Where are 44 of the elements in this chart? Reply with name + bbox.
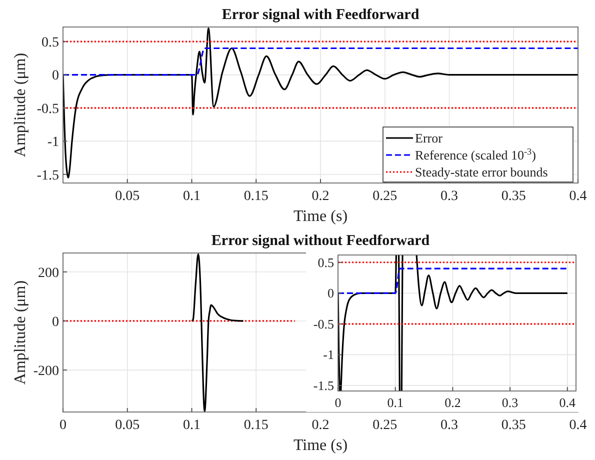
x-tick-label: 0.2 xyxy=(312,189,330,204)
y-tick-label: 0.5 xyxy=(42,36,59,51)
x-axis-title: Time (s) xyxy=(293,208,348,225)
y-tick-label: 200 xyxy=(38,266,59,281)
y-tick-label: 0 xyxy=(328,286,334,301)
x-tick-label: 0.3 xyxy=(502,395,518,410)
x-tick-label: 0.05 xyxy=(115,189,140,204)
x-tick-label: 0.1 xyxy=(183,189,200,204)
x-tick-label: 0.35 xyxy=(501,189,526,204)
legend-label: Error xyxy=(415,130,444,146)
chart-title: Error signal without Feedforward xyxy=(211,233,430,249)
x-tick-label: 0.3 xyxy=(440,418,458,433)
x-tick-label: 0.1 xyxy=(183,418,200,433)
x-tick-label: 0.35 xyxy=(501,418,526,433)
x-tick-label: 0.4 xyxy=(569,189,587,204)
x-tick-label: 0.2 xyxy=(312,418,330,433)
y-tick-label: 0 xyxy=(52,314,59,330)
x-tick-label: 0.4 xyxy=(569,418,587,433)
x-tick-label: 0.05 xyxy=(115,418,140,433)
chart-title: Error signal with Feedforward xyxy=(222,7,420,23)
x-tick-label: 0.2 xyxy=(444,395,461,410)
y-axis-title: Amplitude (μm) xyxy=(12,52,29,158)
x-tick-label: 0.25 xyxy=(372,418,398,433)
y-tick-label: -0.5 xyxy=(313,316,334,332)
y-tick-label: -1.5 xyxy=(313,378,334,394)
line-series xyxy=(63,28,578,178)
y-tick-label: 0 xyxy=(52,68,59,84)
x-tick-label: 0.15 xyxy=(244,189,268,204)
x-tick-label: 0.1 xyxy=(387,395,404,410)
y-tick-label: -1 xyxy=(47,135,59,150)
y-tick-label: -1 xyxy=(323,347,334,362)
y-tick-label: 0.5 xyxy=(318,254,334,270)
legend-label: Steady-state error bounds xyxy=(415,164,548,180)
y-tick-label: -0.5 xyxy=(36,102,59,117)
x-tick-label: 0.25 xyxy=(372,189,398,204)
y-axis-title: Amplitude (μm) xyxy=(12,280,29,385)
y-tick-label: -1.5 xyxy=(36,168,59,184)
line-series xyxy=(190,253,244,412)
x-tick-label: 0.3 xyxy=(440,189,458,204)
x-axis-title: Time (s) xyxy=(293,437,348,454)
x-tick-label: 0.15 xyxy=(244,418,268,433)
x-tick-label: 0.4 xyxy=(559,395,576,410)
y-tick-label: -200 xyxy=(33,364,59,379)
legend-label: Reference (scaled 10$^{-3}$) xyxy=(415,146,536,162)
